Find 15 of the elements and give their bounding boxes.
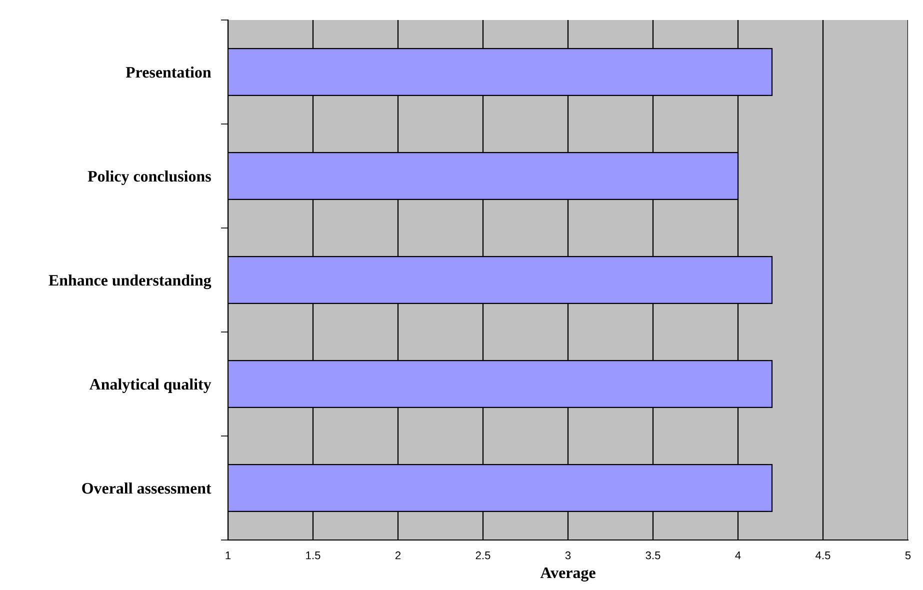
x-tick-label: 1	[226, 552, 231, 560]
x-tick-label: 4.5	[816, 552, 830, 560]
x-tick-label: 2.5	[476, 551, 490, 560]
y-tick-label: Enhance understanding	[48, 274, 212, 290]
x-tick-label: 3	[565, 551, 571, 560]
x-tick-label: 3.5	[646, 551, 660, 560]
x-axis-title: Average	[540, 567, 596, 582]
x-tick-label: 1.5	[306, 552, 320, 560]
x-tick-label: 5	[905, 552, 911, 560]
y-tick-label: Analytical quality	[89, 378, 212, 393]
y-tick-label: Presentation	[126, 66, 212, 78]
y-tick-label: Overall assessment	[82, 482, 212, 494]
x-tick-label: 4	[735, 552, 741, 560]
x-tick-label: 2	[395, 551, 401, 560]
y-tick-label: Policy conclusions	[88, 170, 211, 185]
